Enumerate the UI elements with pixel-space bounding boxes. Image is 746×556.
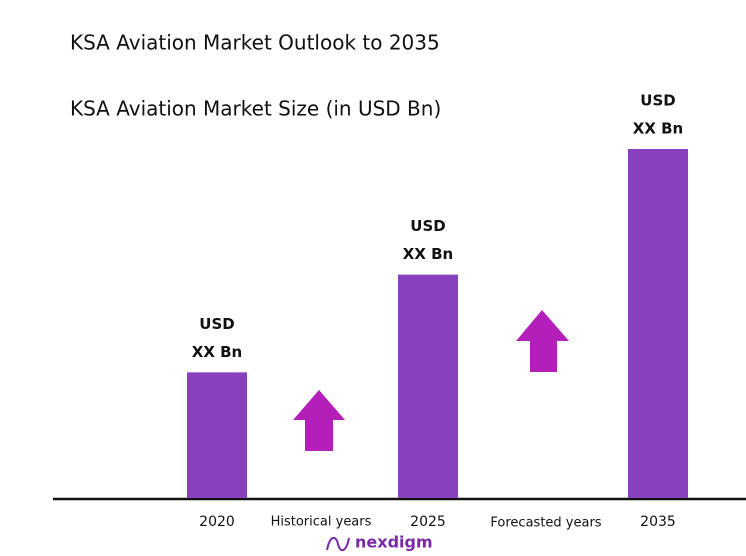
value-label: XX Bn [633, 120, 683, 138]
growth-arrow [516, 310, 569, 372]
logo-icon [326, 536, 350, 552]
value-label: XX Bn [192, 343, 242, 361]
x-tick-label: 2025 [410, 514, 446, 530]
annotation: Historical years [271, 515, 372, 530]
value-label: XX Bn [403, 245, 453, 263]
logo: nexdigm [355, 533, 433, 552]
bar [398, 274, 458, 498]
chart-title: KSA Aviation Market Outlook to 2035 [70, 31, 440, 55]
growth-arrow [293, 390, 345, 451]
bar [628, 149, 688, 498]
value-label: USD [410, 217, 445, 235]
bar [187, 372, 247, 498]
chart-subtitle: KSA Aviation Market Size (in USD Bn) [70, 97, 441, 121]
value-label: USD [199, 315, 234, 333]
value-label: USD [640, 92, 675, 110]
annotation: Forecasted years [490, 516, 601, 531]
x-tick-label: 2020 [199, 514, 235, 530]
x-tick-label: 2035 [640, 514, 676, 530]
